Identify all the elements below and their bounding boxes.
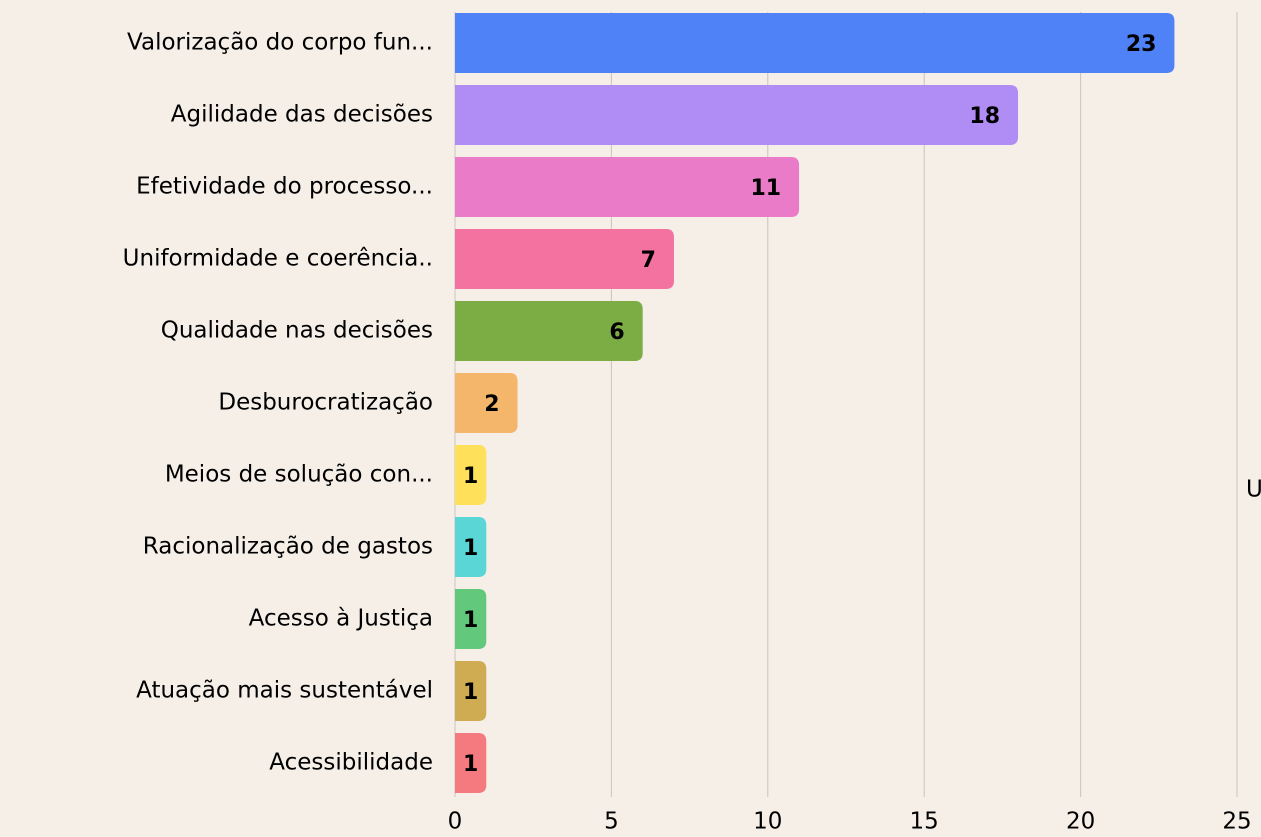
bar bbox=[455, 589, 487, 649]
value-label: 1 bbox=[463, 680, 478, 705]
bar bbox=[455, 517, 487, 577]
value-label: 7 bbox=[641, 248, 656, 273]
value-label: 2 bbox=[484, 392, 499, 417]
value-label: 6 bbox=[609, 320, 624, 345]
bar bbox=[455, 85, 1019, 145]
y-tick-label: Valorização do corpo fun... bbox=[127, 30, 433, 56]
value-label: 23 bbox=[1126, 32, 1157, 57]
x-tick-label: 10 bbox=[753, 809, 782, 835]
y-tick-label: Agilidade das decisões bbox=[171, 102, 433, 128]
bar bbox=[455, 301, 643, 361]
y-tick-label: Efetividade do processo... bbox=[136, 174, 433, 200]
y-tick-label: Uniformidade e coerência.. bbox=[123, 246, 433, 272]
y-tick-label: Desburocratização bbox=[218, 390, 433, 416]
y-tick-label: Acessibilidade bbox=[269, 750, 433, 776]
bar bbox=[455, 157, 800, 217]
value-label: 1 bbox=[463, 608, 478, 633]
bar bbox=[455, 733, 487, 793]
x-tick-label: 25 bbox=[1222, 809, 1251, 835]
y-tick-label: Racionalização de gastos bbox=[143, 534, 433, 560]
x-tick-label: 20 bbox=[1066, 809, 1095, 835]
value-label: 11 bbox=[750, 176, 781, 201]
value-label: 1 bbox=[463, 752, 478, 777]
value-label: 18 bbox=[969, 104, 1000, 129]
y-tick-label: Acesso à Justiça bbox=[249, 606, 433, 632]
bar bbox=[455, 13, 1175, 73]
y-tick-label: Atuação mais sustentável bbox=[136, 678, 433, 704]
bar bbox=[455, 445, 487, 505]
x-tick-label: 15 bbox=[910, 809, 939, 835]
value-label: 1 bbox=[463, 536, 478, 561]
y-tick-label: Meios de solução con... bbox=[165, 462, 433, 488]
y-tick-label: Qualidade nas decisões bbox=[161, 318, 433, 344]
value-label: 1 bbox=[463, 464, 478, 489]
bar bbox=[455, 661, 487, 721]
x-tick-label: 5 bbox=[604, 809, 619, 835]
bar bbox=[455, 229, 674, 289]
bar bbox=[455, 373, 518, 433]
x-tick-label: 0 bbox=[448, 809, 463, 835]
clipped-annotation: U bbox=[1246, 477, 1261, 503]
